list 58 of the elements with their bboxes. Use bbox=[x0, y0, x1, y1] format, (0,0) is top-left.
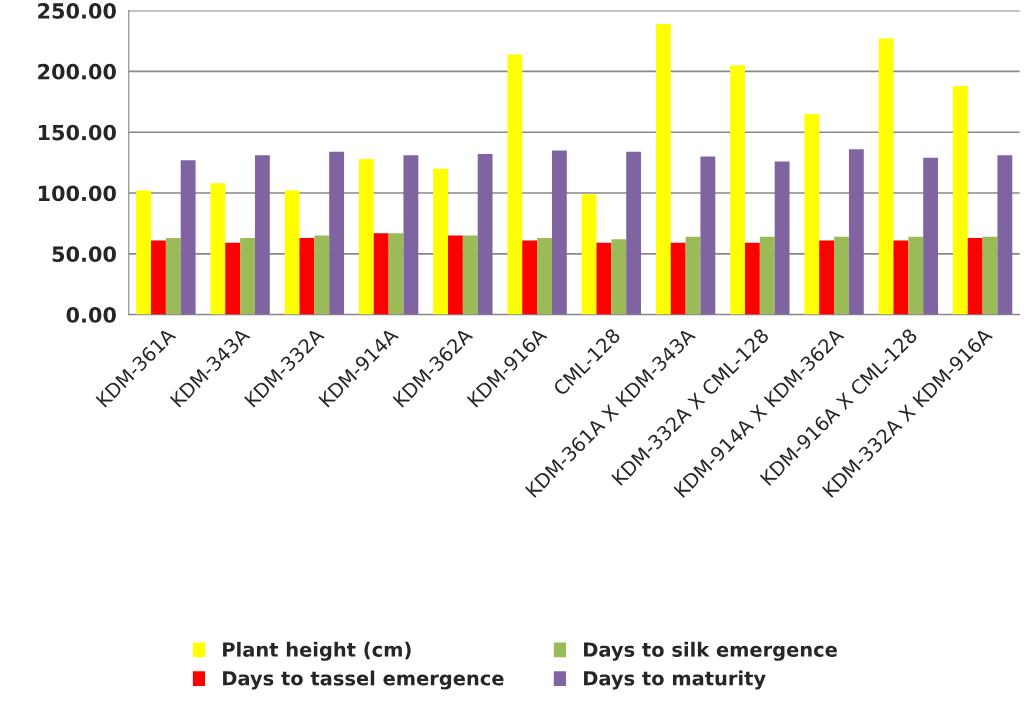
bar bbox=[314, 235, 330, 315]
bar bbox=[834, 236, 849, 315]
y-tick-label: 100.00 bbox=[38, 185, 116, 202]
bar bbox=[952, 86, 968, 315]
y-tick-label: 0.00 bbox=[66, 307, 116, 323]
bar bbox=[433, 168, 449, 315]
bar bbox=[581, 194, 597, 315]
bar bbox=[848, 149, 864, 315]
bar bbox=[507, 54, 523, 315]
bar bbox=[448, 235, 463, 315]
bar bbox=[626, 151, 642, 315]
bar bbox=[730, 65, 745, 315]
bar bbox=[522, 240, 538, 315]
legend-label: Plant height (cm) bbox=[223, 641, 411, 661]
bar bbox=[537, 238, 552, 315]
bar bbox=[908, 236, 924, 315]
y-tick-label: 150.00 bbox=[38, 124, 116, 141]
y-tick-label: 250.00 bbox=[38, 3, 116, 19]
bar bbox=[819, 240, 835, 315]
bar bbox=[611, 239, 627, 315]
legend-label: Days to silk emergence bbox=[584, 641, 837, 661]
bar bbox=[744, 242, 760, 315]
bar bbox=[700, 156, 716, 315]
bar bbox=[358, 158, 374, 315]
bar bbox=[254, 155, 270, 315]
bar bbox=[982, 236, 998, 315]
y-tick-label: 200.00 bbox=[38, 63, 116, 80]
bar bbox=[240, 238, 255, 315]
bar bbox=[477, 154, 493, 315]
bar bbox=[997, 155, 1013, 315]
bar bbox=[225, 242, 241, 315]
y-tick-label: 50.00 bbox=[52, 246, 116, 263]
bar bbox=[462, 235, 478, 315]
bar bbox=[210, 183, 226, 315]
bar bbox=[596, 242, 612, 315]
bar bbox=[923, 157, 939, 315]
bar bbox=[774, 161, 790, 315]
bar bbox=[670, 242, 686, 315]
bar bbox=[893, 240, 909, 315]
legend-label: Days to tassel emergence bbox=[223, 670, 504, 690]
bar bbox=[685, 236, 701, 315]
bar bbox=[151, 240, 166, 315]
bar bbox=[299, 238, 315, 315]
bar bbox=[551, 150, 567, 315]
bar bbox=[403, 155, 419, 315]
legend-label: Days to maturity bbox=[584, 670, 766, 690]
bar bbox=[165, 238, 181, 315]
bar bbox=[180, 160, 196, 315]
bar bbox=[136, 190, 152, 315]
bar bbox=[804, 113, 820, 315]
bar bbox=[388, 233, 404, 315]
bar bbox=[284, 190, 300, 315]
bar bbox=[655, 23, 671, 315]
bar bbox=[967, 238, 983, 315]
bar bbox=[329, 151, 345, 315]
bar bbox=[759, 236, 775, 315]
bar bbox=[878, 38, 894, 315]
bar bbox=[373, 233, 389, 315]
